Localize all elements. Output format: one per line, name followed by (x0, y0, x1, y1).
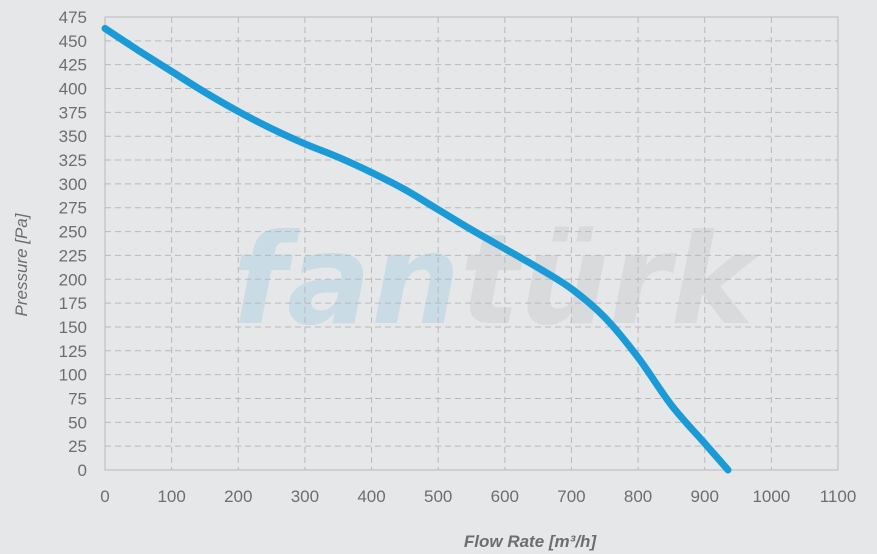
x-tick-label: 700 (557, 487, 585, 506)
x-tick-label: 900 (691, 487, 719, 506)
svg-text:fantürk: fantürk (232, 208, 760, 353)
y-tick-label: 475 (59, 8, 87, 27)
y-tick-label: 175 (59, 294, 87, 313)
series-layer (101, 24, 732, 474)
y-tick-label: 100 (59, 366, 87, 385)
x-axis-title: Flow Rate [m³/h] (464, 532, 598, 551)
watermark-part-turk: türk (460, 208, 760, 353)
x-tick-label: 1100 (820, 487, 857, 506)
y-tick-label: 50 (68, 413, 87, 432)
y-tick-label: 350 (59, 127, 87, 146)
x-tick-label: 800 (624, 487, 652, 506)
watermark: fantürk (232, 208, 760, 353)
y-tick-label: 325 (59, 151, 87, 170)
y-tick-label: 250 (59, 223, 87, 242)
y-tick-label: 25 (68, 437, 87, 456)
y-tick-label: 200 (59, 270, 87, 289)
y-tick-label: 375 (59, 103, 87, 122)
x-tick-label: 400 (357, 487, 385, 506)
watermark-part-fan: fan (232, 208, 460, 353)
x-tick-label: 300 (291, 487, 319, 506)
x-tick-label: 100 (157, 487, 185, 506)
y-tick-label: 400 (59, 80, 87, 99)
x-tick-label: 1000 (752, 487, 790, 506)
y-axis-ticks: 0 25 50 75 100 125 150 175 200 225 250 275 300 325 350… (59, 8, 87, 480)
y-tick-label: 300 (59, 175, 87, 194)
y-tick-label: 425 (59, 56, 87, 75)
y-tick-label: 275 (59, 199, 87, 218)
y-tick-label: 225 (59, 246, 87, 265)
plot-area-frame (104, 16, 839, 471)
y-tick-label: 450 (59, 32, 87, 51)
x-tick-label: 500 (424, 487, 452, 506)
x-axis-ticks: 0 100 200 300 400 500 600 700 800 900 1000 1100 (100, 487, 856, 506)
x-tick-label: 600 (491, 487, 519, 506)
pressure-curve-line (101, 24, 732, 474)
y-tick-label: 150 (59, 318, 87, 337)
y-tick-label: 75 (68, 389, 87, 408)
y-tick-label: 125 (59, 342, 87, 361)
y-tick-label: 0 (78, 461, 87, 480)
x-tick-label: 200 (224, 487, 252, 506)
x-tick-label: 0 (100, 487, 109, 506)
y-axis-title: Pressure [Pa] (12, 212, 31, 316)
